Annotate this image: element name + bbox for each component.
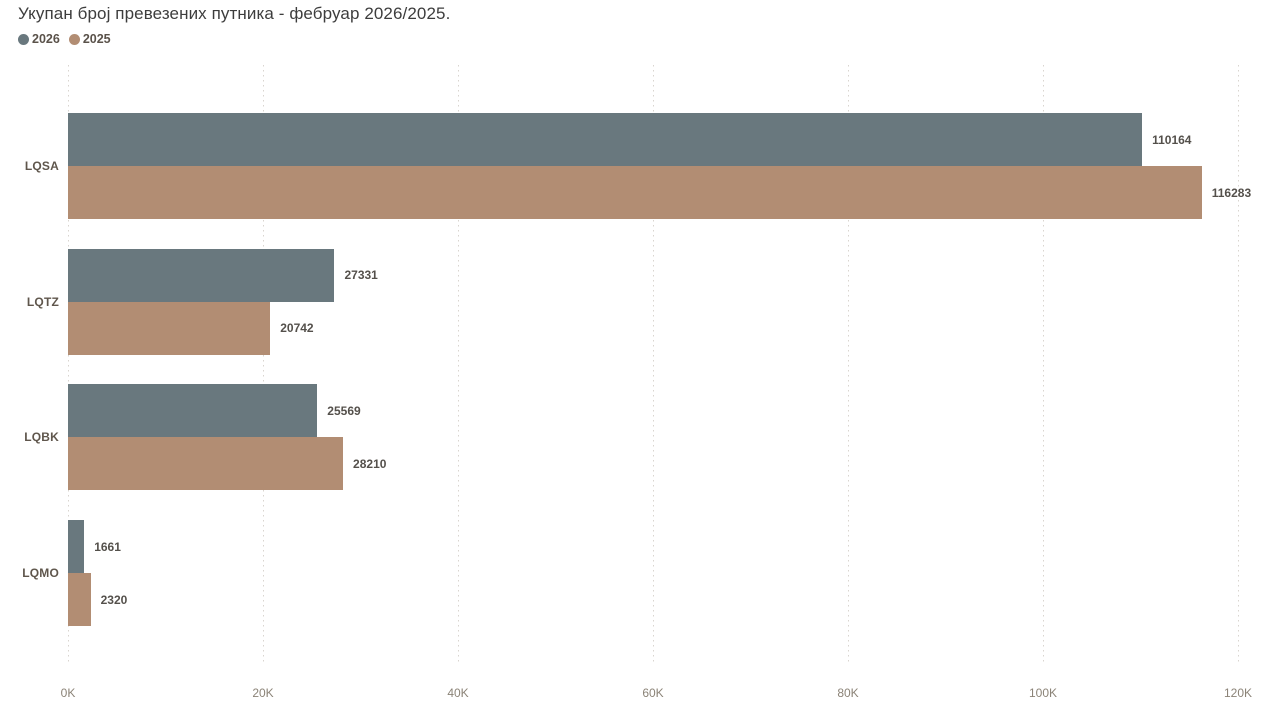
- x-axis-tick-40K: 40K: [447, 686, 469, 700]
- value-label-LQSA-2026: 110164: [1152, 132, 1192, 147]
- x-axis-tick-20K: 20K: [252, 686, 274, 700]
- value-label-LQBK-2025: 28210: [353, 456, 387, 471]
- value-label-LQTZ-2025: 20742: [280, 321, 314, 336]
- gridline-40K: [457, 65, 459, 662]
- bar-LQTZ-2025[interactable]: [68, 301, 271, 355]
- category-label-LQSA: LQSA: [24, 159, 59, 173]
- category-label-LQTZ: LQTZ: [26, 294, 59, 309]
- value-label-LQBK-2026: 25569: [327, 403, 361, 418]
- legend-swatch-2025: [68, 33, 80, 45]
- legend-label-2026: 2026: [32, 32, 60, 46]
- bar-LQTZ-2026[interactable]: [68, 248, 335, 302]
- x-axis-tick-100K: 100K: [1028, 686, 1058, 700]
- bar-LQSA-2025[interactable]: [68, 166, 1202, 219]
- legend-swatch-2026: [18, 33, 29, 45]
- value-label-LQMO-2025: 2320: [100, 592, 128, 607]
- legend-item-2026[interactable]: 2026: [18, 32, 60, 46]
- value-label-LQMO-2026: 1661: [94, 539, 121, 554]
- category-label-LQBK: LQBK: [24, 430, 59, 445]
- legend-item-2025[interactable]: 2025: [68, 32, 111, 46]
- x-axis-tick-120K: 120K: [1223, 686, 1253, 700]
- value-label-LQTZ-2026: 27331: [344, 268, 378, 283]
- category-label-LQMO: LQMO: [22, 566, 59, 580]
- x-axis-tick-0K: 0K: [60, 686, 76, 700]
- gridline-120K: [1237, 65, 1239, 662]
- gridline-0K: [67, 65, 69, 662]
- gridline-20K: [262, 65, 264, 662]
- bar-LQMO-2026[interactable]: [68, 520, 85, 573]
- bar-LQBK-2025[interactable]: [68, 437, 344, 491]
- x-axis-tick-80K: 80K: [837, 686, 859, 700]
- legend-label-2025: 2025: [82, 32, 111, 46]
- gridline-60K: [652, 65, 654, 662]
- legend: 2026 2025: [18, 32, 111, 46]
- chart-title: Укупан број превезених путника - фебруар…: [18, 4, 451, 23]
- gridline-80K: [847, 65, 849, 662]
- x-axis-tick-60K: 60K: [642, 686, 664, 700]
- bar-LQSA-2026[interactable]: [68, 113, 1143, 166]
- bar-LQBK-2026[interactable]: [68, 384, 318, 438]
- gridline-100K: [1042, 65, 1044, 662]
- value-label-LQSA-2025: 116283: [1211, 185, 1252, 200]
- bar-LQMO-2025[interactable]: [68, 573, 91, 626]
